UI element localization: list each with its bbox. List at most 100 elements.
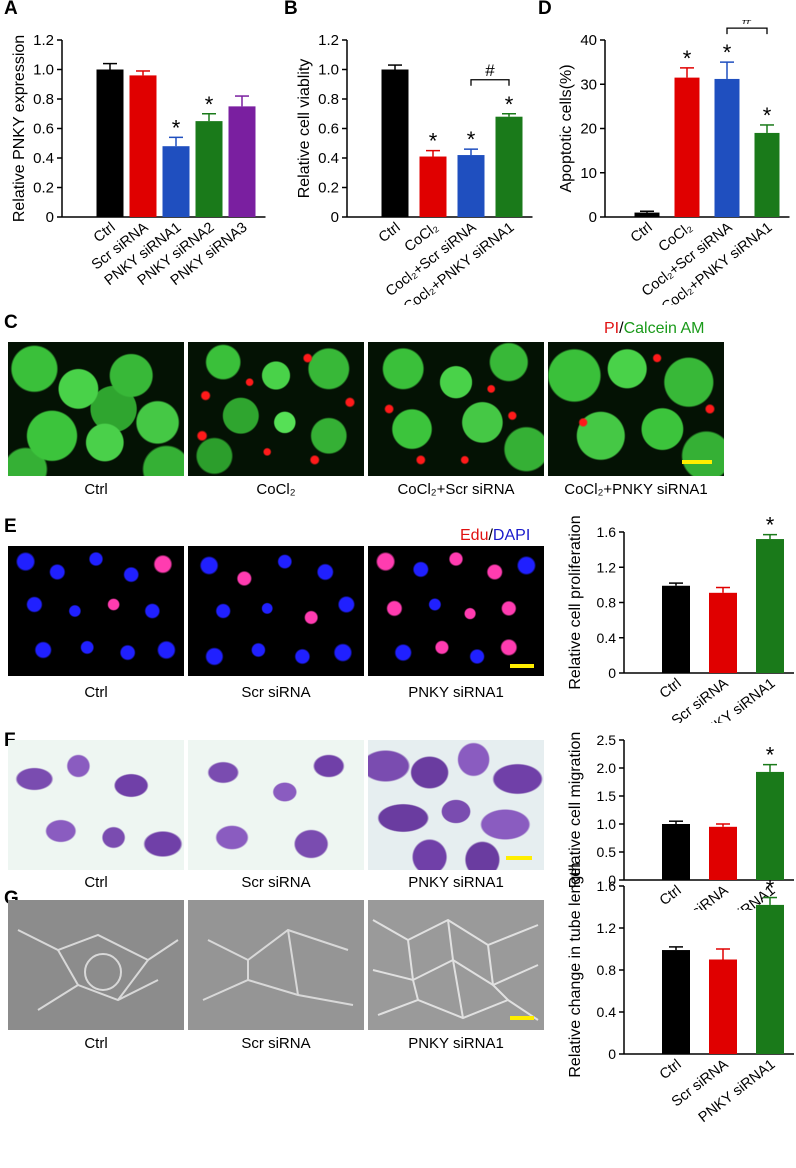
bar-D-2 xyxy=(714,78,740,217)
significance-star-B-2: * xyxy=(467,127,476,152)
micrograph-f-pnky xyxy=(368,740,544,870)
caption-c-1: Ctrl xyxy=(84,481,108,498)
y-tick-label-E: 0 xyxy=(608,665,616,681)
bar-D-1 xyxy=(674,77,700,217)
micrograph-g-pnky xyxy=(368,900,544,1030)
legend-dapi: DAPI xyxy=(492,527,531,544)
bar-A-2 xyxy=(162,146,190,217)
chart-relative-cell-proliferation: 0 0.4 0.8 1.2 1.6 Relative cell proliferation… xyxy=(567,513,794,723)
caption-e-1: Ctrl xyxy=(84,684,108,701)
y-axis-label-G: Relative change in tube length xyxy=(567,862,584,1077)
chart-relative-change-tube-length: 0 0.4 0.8 1.2 1.6 Relative change in tube len… xyxy=(567,862,794,1126)
category-label-D-0: Ctrl xyxy=(628,220,656,246)
category-label-E-0: Ctrl xyxy=(657,676,685,702)
bar-B-3 xyxy=(495,116,523,217)
micrograph-e-pnky xyxy=(368,546,544,676)
bar-E-0 xyxy=(662,585,690,673)
bar-E-2 xyxy=(756,539,784,673)
bar-D-0 xyxy=(634,212,660,217)
y-axis-label-F: Relative cell migration xyxy=(567,732,584,889)
y-tick-label-B: 0.4 xyxy=(318,150,339,167)
y-tick-label-A: 0.8 xyxy=(33,91,54,108)
significance-star-A-2: * xyxy=(172,115,181,140)
y-axis-label-E: Relative cell proliferation xyxy=(567,515,584,689)
y-axis-label-A: Relative PNKY expression xyxy=(11,35,28,222)
y-tick-label-E: 1.6 xyxy=(597,524,617,540)
bar-F-2 xyxy=(756,771,784,880)
y-tick-label-A: 0.4 xyxy=(33,150,54,167)
panel-label-e: E xyxy=(4,516,17,537)
caption-c-3: CoCl₂+Scr siRNA xyxy=(397,481,515,498)
caption-f-2: Scr siRNA xyxy=(241,874,311,891)
tube-network-pnky xyxy=(372,918,539,1021)
scale-bar-c xyxy=(682,460,712,464)
micrograph-f-scr xyxy=(188,740,364,870)
y-tick-label-B: 0.8 xyxy=(318,91,339,108)
y-tick-label-A: 0.6 xyxy=(33,121,54,138)
y-tick-label-F: 2.0 xyxy=(597,760,617,776)
y-tick-label-A: 1.0 xyxy=(33,62,54,79)
y-tick-label-G: 0.8 xyxy=(597,962,617,978)
caption-e-3: PNKY siRNA1 xyxy=(408,684,504,701)
bar-B-1 xyxy=(419,156,447,217)
micrograph-c-cocl2 xyxy=(188,342,364,476)
bar-F-0 xyxy=(662,824,690,880)
bar-D-3 xyxy=(754,132,780,217)
significance-star-D-3: * xyxy=(763,103,772,128)
micrograph-g-scr xyxy=(188,900,364,1030)
micrograph-f-ctrl xyxy=(8,740,184,870)
caption-c-4: CoCl₂+PNKY siRNA1 xyxy=(564,481,708,498)
legend-separator: / xyxy=(619,320,624,337)
y-tick-label-B: 1.0 xyxy=(318,62,339,79)
bar-G-0 xyxy=(662,950,690,1054)
y-tick-label-B: 1.2 xyxy=(318,32,339,49)
y-tick-label-D: 40 xyxy=(580,32,597,49)
caption-g-2: Scr siRNA xyxy=(241,1035,311,1052)
legend-pi-calcein: PI/Calcein AM xyxy=(604,320,705,338)
scale-bar-f xyxy=(506,856,532,860)
tube-network-ctrl xyxy=(17,929,179,1011)
micrograph-c-cocl2-scr xyxy=(368,342,544,476)
bar-G-1 xyxy=(709,959,737,1054)
y-tick-label-B: 0 xyxy=(331,209,339,226)
scale-bar-e xyxy=(510,664,534,668)
micrograph-e-scr xyxy=(188,546,364,676)
tube-network-scr xyxy=(202,928,354,1006)
y-tick-label-G: 1.2 xyxy=(597,920,617,936)
y-tick-label-D: 20 xyxy=(580,121,597,138)
category-label-G-0: Ctrl xyxy=(657,1057,685,1083)
legend-pi: PI xyxy=(604,320,620,337)
bar-A-4 xyxy=(228,106,256,217)
y-tick-label-G: 1.6 xyxy=(597,878,617,894)
bracket-label-D: # xyxy=(742,20,752,28)
y-tick-label-D: 10 xyxy=(580,165,597,182)
significance-star-D-1: * xyxy=(683,46,692,71)
micrograph-c-ctrl xyxy=(8,342,184,476)
caption-e-2: Scr siRNA xyxy=(241,684,311,701)
y-tick-label-D: 30 xyxy=(580,76,597,93)
y-tick-label-A: 0.2 xyxy=(33,180,54,197)
significance-star-D-2: * xyxy=(723,40,732,65)
significance-star-A-3: * xyxy=(205,92,214,117)
significance-star-B-3: * xyxy=(505,92,514,117)
bar-F-1 xyxy=(709,826,737,880)
caption-g-3: PNKY siRNA1 xyxy=(408,1035,504,1052)
bar-A-0 xyxy=(96,69,124,217)
bar-B-2 xyxy=(457,155,485,217)
micrograph-g-ctrl xyxy=(8,900,184,1030)
significance-star-B-1: * xyxy=(429,129,438,154)
panel-label-a: A xyxy=(4,0,18,19)
y-tick-label-G: 0 xyxy=(608,1046,616,1062)
panel-label-b: B xyxy=(284,0,298,19)
y-tick-label-G: 0.4 xyxy=(597,1004,617,1020)
y-tick-label-B: 0.6 xyxy=(318,121,339,138)
y-tick-label-E: 0.4 xyxy=(597,630,617,646)
y-tick-label-F: 0 xyxy=(608,872,616,888)
chart-relative-cell-viability: 0 0.2 0.4 0.6 0.8 1.0 1.2 Relative cell viablit… xyxy=(296,32,533,305)
y-tick-label-E: 1.2 xyxy=(597,559,617,575)
bar-A-3 xyxy=(195,121,223,217)
legend-edu: Edu xyxy=(460,527,489,544)
y-tick-label-B: 0.2 xyxy=(318,180,339,197)
